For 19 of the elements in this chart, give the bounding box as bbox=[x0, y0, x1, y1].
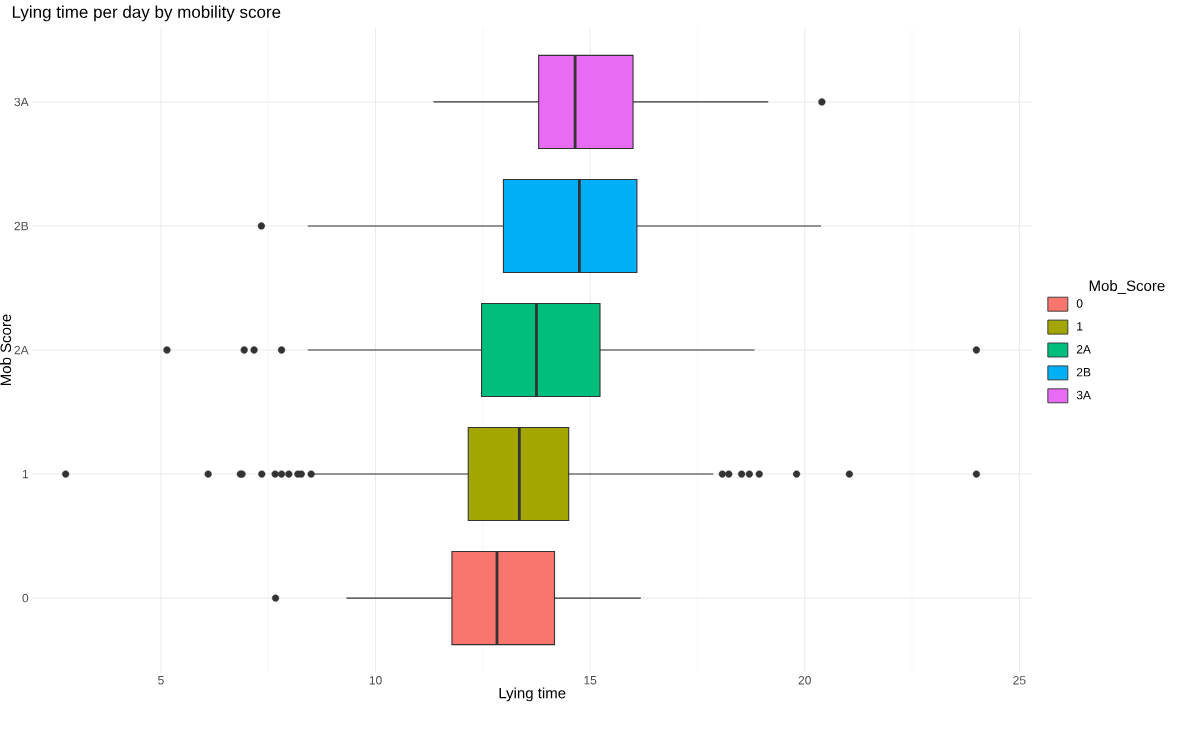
legend-title: Mob_Score bbox=[1089, 280, 1165, 294]
x-axis-title: Lying time bbox=[499, 687, 566, 702]
y-tick-label: 1 bbox=[22, 469, 29, 479]
x-tick-label: 20 bbox=[798, 676, 811, 685]
chart-title: Lying time per day by mobility score bbox=[12, 5, 281, 22]
legend-label: 1 bbox=[1077, 322, 1083, 331]
x-tick-label: 25 bbox=[1013, 676, 1026, 685]
x-tick-label: 15 bbox=[584, 676, 597, 685]
y-axis-title: Mob Score bbox=[0, 314, 12, 386]
legend-label: 2B bbox=[1076, 367, 1091, 377]
y-tick-label: 0 bbox=[22, 593, 29, 603]
y-tick-label: 2A bbox=[14, 345, 29, 355]
legend-label: 2A bbox=[1076, 345, 1091, 354]
y-tick-label: 2B bbox=[14, 221, 29, 231]
x-tick-label: 5 bbox=[158, 676, 164, 685]
y-tick-label: 3A bbox=[14, 97, 29, 107]
legend-label: 0 bbox=[1076, 299, 1083, 308]
legend-label: 3A bbox=[1076, 390, 1091, 400]
x-tick-label: 10 bbox=[369, 676, 382, 685]
